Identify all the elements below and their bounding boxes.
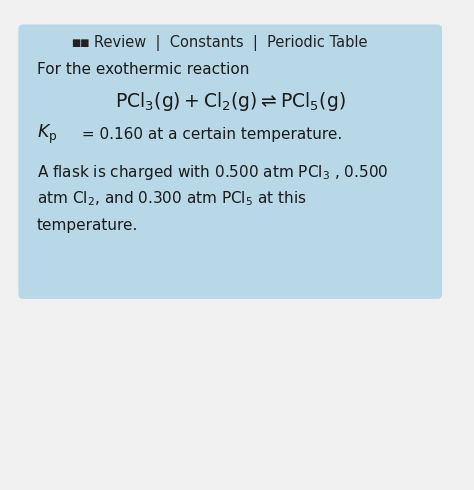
Text: $\mathrm{PCl_3(g) + Cl_2(g) \rightleftharpoons PCl_5(g)}$: $\mathrm{PCl_3(g) + Cl_2(g) \rightleftha…: [115, 90, 346, 113]
Text: A flask is charged with 0.500 atm $\mathrm{PCl_3}$ , 0.500: A flask is charged with 0.500 atm $\math…: [37, 163, 388, 182]
Text: temperature.: temperature.: [37, 218, 138, 233]
Text: $K_\mathrm{p}$: $K_\mathrm{p}$: [37, 122, 57, 146]
Text: atm $\mathrm{Cl_2}$, and 0.300 atm $\mathrm{PCl_5}$ at this: atm $\mathrm{Cl_2}$, and 0.300 atm $\mat…: [37, 190, 307, 208]
Text: Review  |  Constants  |  Periodic Table: Review | Constants | Periodic Table: [94, 35, 368, 50]
Text: = 0.160 at a certain temperature.: = 0.160 at a certain temperature.: [77, 127, 343, 142]
Text: ■■: ■■: [71, 38, 90, 48]
Text: For the exothermic reaction: For the exothermic reaction: [37, 62, 249, 77]
FancyBboxPatch shape: [18, 24, 442, 299]
